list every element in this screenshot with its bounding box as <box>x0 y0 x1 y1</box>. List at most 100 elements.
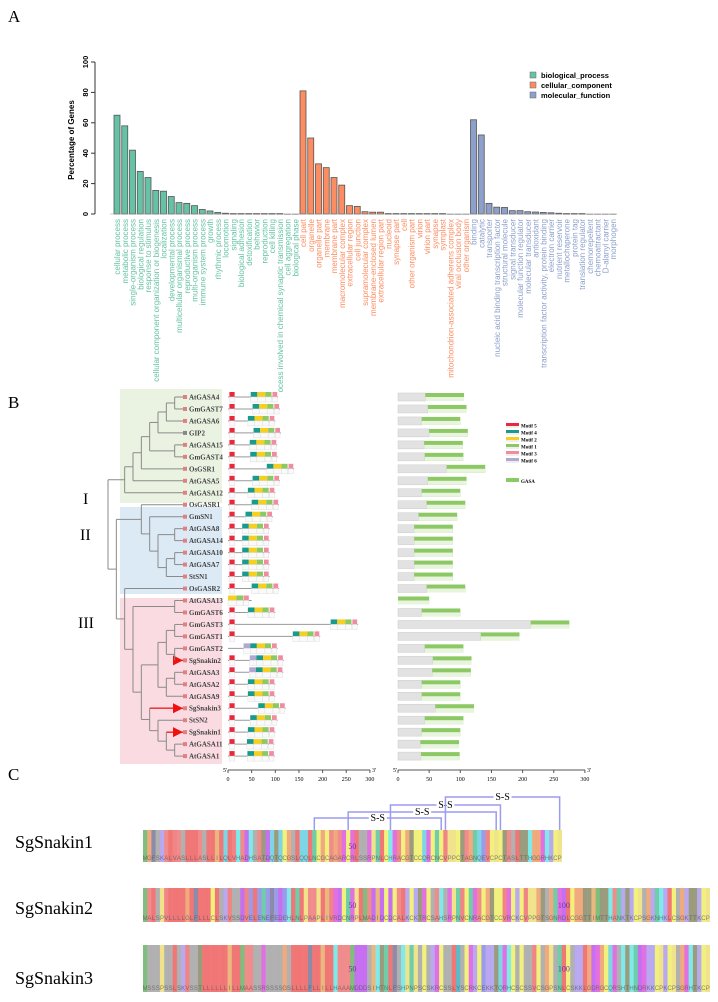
residue-letter: D <box>363 986 368 992</box>
x-tick-label: multi-organism process <box>191 219 200 302</box>
motif-box-shadow <box>271 444 277 451</box>
motif-box <box>337 619 346 625</box>
gene-label: SgSnakin1 <box>189 729 221 737</box>
residue-letter: A <box>249 986 253 992</box>
residue-cell <box>456 888 461 922</box>
residue-letter: V <box>228 916 232 922</box>
residue-cell <box>350 830 355 862</box>
residue-cell <box>430 830 436 862</box>
residue-cell <box>401 888 406 922</box>
residue-letter: K <box>651 986 655 992</box>
motif-box <box>229 403 235 409</box>
residue-cell <box>422 945 427 992</box>
residue-cell <box>481 888 486 922</box>
bar <box>167 196 175 215</box>
motif-box <box>243 595 249 601</box>
motif-box-shadow <box>229 684 235 690</box>
motif-box <box>249 655 257 661</box>
residue-letter: D <box>380 916 385 922</box>
residue-cell <box>269 945 275 992</box>
motif-box-shadow <box>249 456 258 463</box>
residue-letter: C <box>414 856 419 862</box>
residue-letter: S <box>274 986 278 992</box>
motif-legend-swatch <box>506 430 519 433</box>
motif-box <box>248 523 257 529</box>
motif-box-shadow <box>281 468 288 475</box>
bar <box>113 114 121 215</box>
residue-letter: V <box>524 916 528 922</box>
motif-box <box>256 439 265 445</box>
residue-letter: D <box>240 916 245 922</box>
bar <box>129 149 136 215</box>
residue-letter: D <box>638 986 643 992</box>
motif-box-shadow <box>251 504 259 510</box>
residue-cell <box>324 888 330 922</box>
gasa-domain-shade <box>398 600 430 605</box>
motif-box <box>314 631 320 637</box>
motif-box-shadow <box>258 480 268 487</box>
residue-letter: A <box>198 856 202 862</box>
protein-bar <box>397 404 429 414</box>
motif-box <box>263 523 269 529</box>
gene-label: GmGAST4 <box>189 453 223 461</box>
motif-legend-label: Motif 2 <box>521 439 537 444</box>
residue-cell <box>269 888 275 922</box>
residue-letter: S <box>617 986 621 992</box>
motif-box-shadow <box>229 480 235 487</box>
motif-box-shadow <box>263 528 269 534</box>
gene-label: GmGAST2 <box>189 645 223 653</box>
residue-letter: T <box>520 856 524 862</box>
x-tick-label: localization <box>160 219 169 259</box>
residue-cell <box>671 945 677 992</box>
residue-letter: V <box>232 856 236 862</box>
residue-letter: D <box>244 856 249 862</box>
motif-box <box>256 535 264 541</box>
residue-letter: K <box>223 916 227 922</box>
residue-cell <box>595 945 601 992</box>
protein-bar <box>397 452 426 462</box>
x-tick-label: antioxidant <box>532 218 541 257</box>
residue-letter: Y <box>456 986 460 992</box>
residue-letter: S <box>545 916 549 922</box>
residue-letter: S <box>541 986 545 992</box>
residue-cell <box>240 830 245 862</box>
x-tick-label: cellular process <box>113 219 122 275</box>
residue-cell <box>688 888 694 922</box>
residue-letter: S <box>570 986 574 992</box>
motif-box <box>256 715 265 721</box>
residue-cell <box>282 888 288 922</box>
residue-cell <box>202 945 207 992</box>
residue-cell <box>189 945 194 992</box>
residue-cell <box>561 888 567 922</box>
motif-box-shadow <box>259 516 267 522</box>
residue-cell <box>447 888 452 922</box>
motif-box-shadow <box>253 432 261 439</box>
residue-letter: V <box>245 916 249 922</box>
motif-box-shadow <box>229 672 235 678</box>
residue-letter: C <box>316 856 321 862</box>
residue-cell <box>155 945 161 992</box>
x-tick-label: synapse <box>431 218 440 248</box>
residue-cell <box>320 888 326 922</box>
residue-cell <box>371 888 376 922</box>
bar <box>338 184 346 215</box>
motif-box <box>272 392 278 397</box>
protein-bar <box>397 644 426 653</box>
residue-cell <box>367 830 372 862</box>
residue-cell <box>223 830 228 862</box>
motif-box <box>263 535 269 541</box>
leaf-marker <box>183 442 187 447</box>
residue-letter: N <box>617 916 621 922</box>
residue-letter: S <box>397 986 401 992</box>
y-tick-label: 100 <box>81 56 90 69</box>
x-tick-label: ocess involved in chemical synaptic tran… <box>276 219 285 392</box>
residue-letter: H <box>439 916 443 922</box>
motif-box <box>262 415 269 421</box>
residue-cell <box>570 945 575 992</box>
residue-letter: A <box>367 916 371 922</box>
x-tick-label: organelle <box>307 218 316 251</box>
residue-letter: C <box>701 916 706 922</box>
residue-cell <box>587 888 592 922</box>
motif-box <box>254 751 263 757</box>
residue-letter: L <box>325 986 329 992</box>
